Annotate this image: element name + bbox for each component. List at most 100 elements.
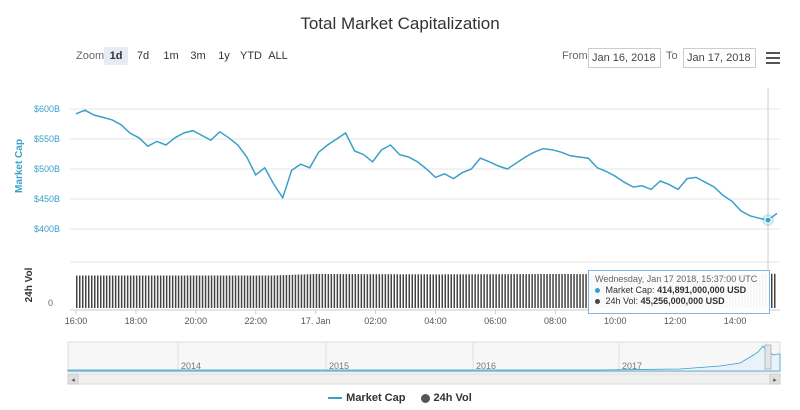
- volume-bar: [510, 274, 512, 308]
- volume-bar: [366, 274, 369, 308]
- volume-bar: [189, 275, 192, 308]
- volume-bar: [372, 274, 375, 308]
- volume-bar: [576, 274, 578, 308]
- volume-bar: [411, 274, 413, 308]
- volume-bar: [222, 275, 225, 308]
- volume-bar: [117, 275, 120, 308]
- legend-item-market-cap[interactable]: Market Cap: [328, 392, 405, 404]
- scroll-left-icon: ◂: [71, 377, 75, 384]
- volume-bar: [141, 275, 144, 308]
- zoom-label: Zoom: [76, 50, 105, 62]
- volume-bar: [231, 275, 234, 308]
- menu-bar: [766, 62, 780, 64]
- x-tick-label: 20:00: [185, 316, 208, 326]
- zoom-7d-button[interactable]: 7d: [136, 50, 150, 62]
- volume-bar: [132, 275, 135, 308]
- volume-bar: [85, 275, 87, 308]
- volume-bar: [393, 274, 395, 308]
- volume-bar: [306, 274, 309, 308]
- volume-bar: [519, 274, 521, 308]
- x-tick-label: 22:00: [244, 316, 267, 326]
- volume-bar: [195, 275, 198, 308]
- zoom-ytd-button[interactable]: YTD: [240, 50, 262, 62]
- volume-bar: [255, 275, 258, 308]
- legend-item-vol[interactable]: 24h Vol: [420, 392, 472, 404]
- volume-bar: [381, 274, 384, 308]
- volume-bar: [477, 274, 479, 308]
- volume-bar: [321, 274, 324, 308]
- volume-bar: [153, 275, 156, 308]
- navigator-background: [67, 341, 781, 373]
- volume-bar: [483, 274, 485, 308]
- volume-bar: [414, 274, 416, 308]
- volume-bar: [516, 274, 518, 308]
- navigator-tick-label: 2015: [329, 361, 349, 371]
- navigator-handle[interactable]: [764, 344, 772, 370]
- volume-bar: [444, 274, 446, 308]
- navigator[interactable]: 20142015201620172 ◂ ▸: [67, 341, 781, 385]
- volume-bar: [774, 273, 776, 308]
- volume-bar: [459, 274, 461, 308]
- volume-bar: [267, 275, 270, 308]
- x-tick-label: 12:00: [664, 316, 687, 326]
- volume-bar: [327, 274, 330, 308]
- volume-bar: [396, 274, 398, 308]
- y-tick-label: $600B: [34, 104, 60, 114]
- x-tick-label: 06:00: [484, 316, 507, 326]
- volume-bar: [582, 274, 584, 308]
- volume-bar: [282, 275, 285, 308]
- volume-bar: [390, 274, 392, 308]
- volume-bar: [378, 274, 381, 308]
- volume-bar: [213, 275, 216, 308]
- volume-bar: [561, 274, 563, 308]
- scroll-right-button[interactable]: [769, 373, 781, 385]
- volume-bar: [387, 274, 390, 308]
- volume-bar: [447, 274, 449, 308]
- volume-bar: [150, 275, 153, 308]
- x-tick-label: 18:00: [125, 316, 148, 326]
- zoom-all-button[interactable]: ALL: [268, 50, 288, 62]
- menu-bar: [766, 52, 780, 54]
- tooltip-market-cap: Market Cap: 414,891,000,000 USD: [595, 285, 763, 296]
- volume-bar: [300, 274, 303, 308]
- volume-bar: [540, 274, 542, 308]
- zoom-3m-button[interactable]: 3m: [190, 50, 206, 62]
- volume-bar: [360, 274, 363, 308]
- menu-icon[interactable]: [766, 52, 780, 67]
- zoom-1y-button[interactable]: 1y: [218, 50, 230, 62]
- volume-bar: [216, 275, 219, 308]
- volume-bar: [237, 275, 240, 308]
- legend-dot-icon: [420, 393, 430, 403]
- scroll-left-button[interactable]: [67, 373, 79, 385]
- y-tick-label: $500B: [34, 164, 60, 174]
- to-label: To: [666, 50, 678, 62]
- tooltip-mc-value: 414,891,000,000 USD: [657, 285, 747, 295]
- volume-bar: [261, 275, 264, 308]
- volume-bar: [489, 274, 491, 308]
- x-tick-label: 08:00: [544, 316, 567, 326]
- zoom-1m-button[interactable]: 1m: [163, 50, 179, 62]
- volume-bar: [129, 275, 132, 308]
- volume-bar: [183, 275, 186, 308]
- x-tick-label: 10:00: [604, 316, 627, 326]
- volume-bar: [564, 274, 566, 308]
- navigator-scrollbar[interactable]: [67, 373, 781, 385]
- volume-bar: [504, 274, 506, 308]
- volume-bar: [501, 274, 503, 308]
- volume-bar: [120, 275, 123, 308]
- volume-bar: [147, 275, 150, 308]
- volume-bar: [423, 274, 425, 308]
- tooltip-vol-label: 24h Vol:: [605, 296, 639, 306]
- zoom-1d-button[interactable]: 1d: [104, 47, 128, 65]
- from-date-input[interactable]: [588, 48, 661, 68]
- to-date-input[interactable]: [683, 48, 756, 68]
- volume-bar: [228, 275, 231, 308]
- volume-bar: [270, 275, 273, 308]
- y-tick-label: $450B: [34, 194, 60, 204]
- volume-bar: [441, 274, 443, 308]
- market-cap-dot-icon: [595, 288, 600, 294]
- volume-bar: [76, 275, 78, 308]
- volume-bar: [567, 274, 569, 308]
- volume-bar: [165, 275, 168, 308]
- volume-bar: [537, 274, 539, 308]
